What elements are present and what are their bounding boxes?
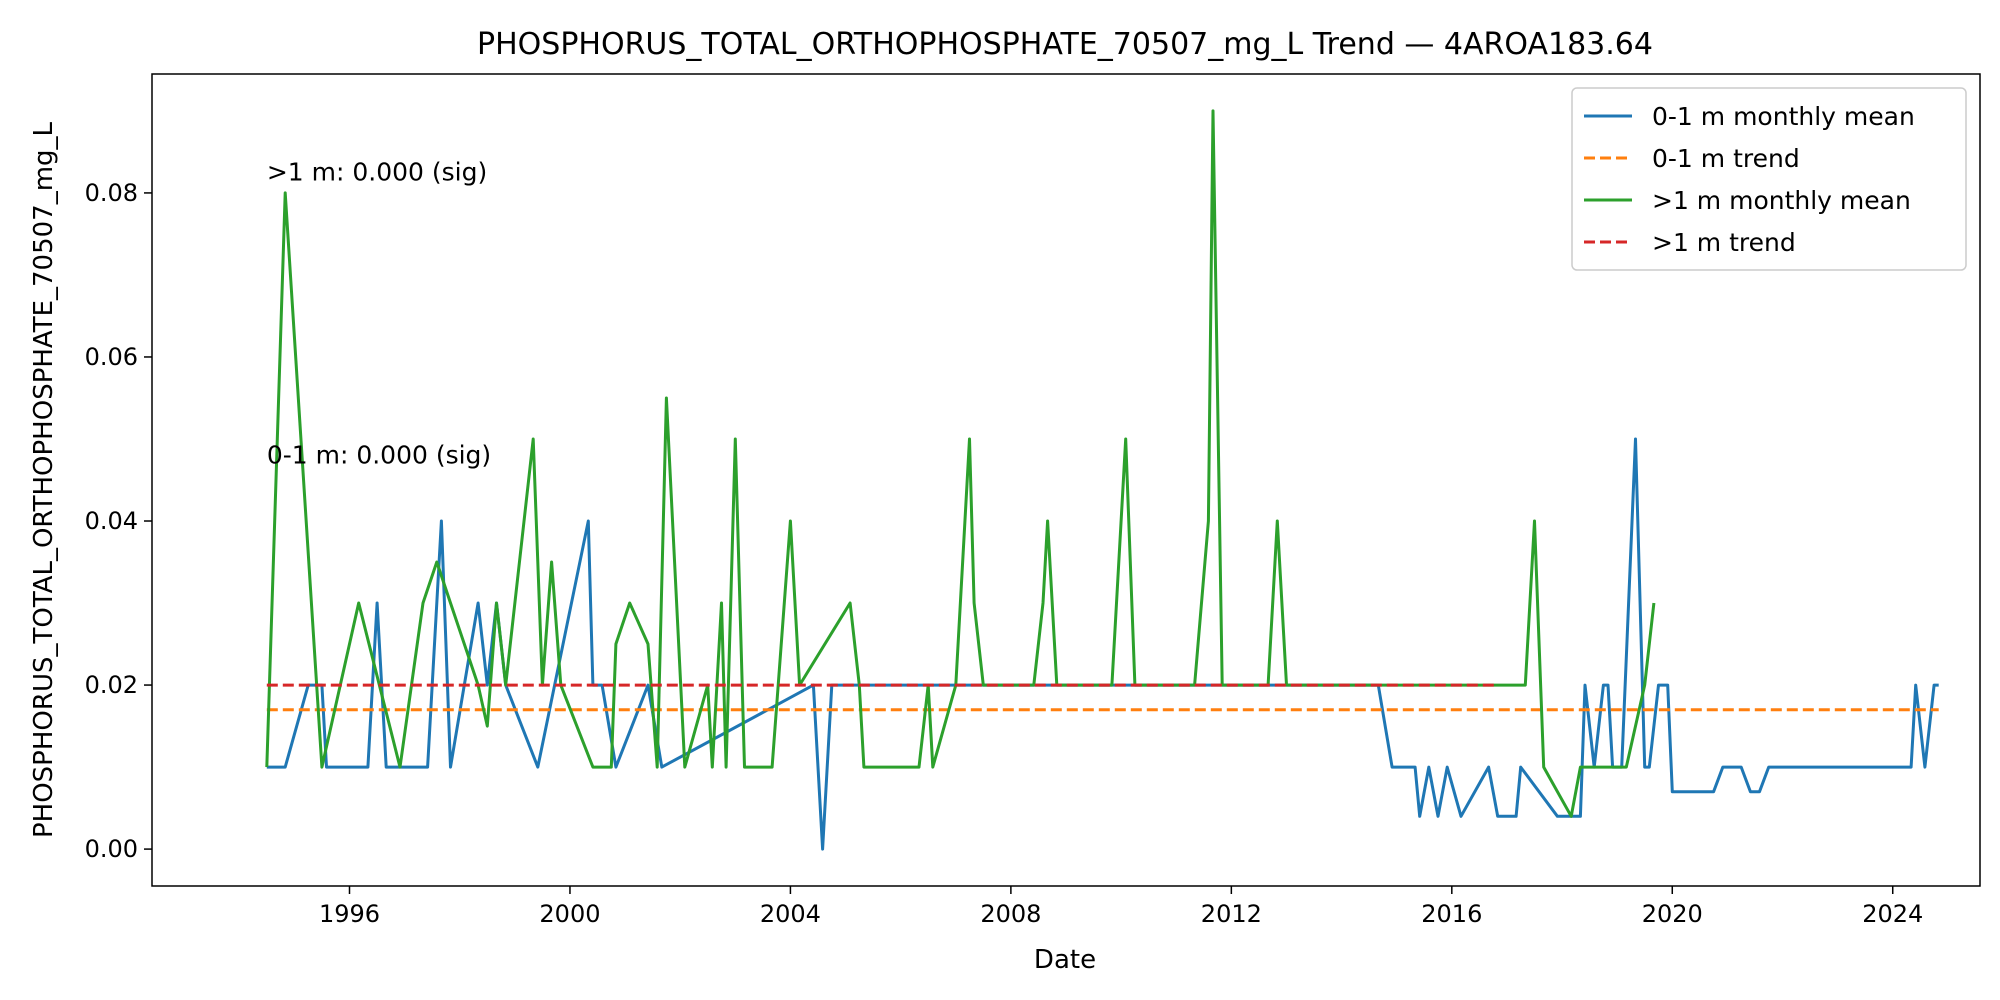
x-tick-label: 2000 <box>539 900 600 928</box>
y-axis: 0.00 0.02 0.04 0.06 0.08 <box>85 179 152 863</box>
legend-label: >1 m trend <box>1652 228 1796 257</box>
x-axis: 1996 2000 2004 2008 2012 2016 2020 2024 <box>319 886 1923 928</box>
y-tick-label: 0.08 <box>85 179 138 207</box>
x-tick-label: 2020 <box>1642 900 1703 928</box>
plot-frame <box>151 73 1981 887</box>
plot-lines <box>265 109 1939 851</box>
y-tick-label: 0.02 <box>85 671 138 699</box>
y-tick-label: 0.06 <box>85 343 138 371</box>
x-tick-label: 2004 <box>760 900 821 928</box>
trend-annotation: 0-1 m: 0.000 (sig) <box>267 441 491 470</box>
x-tick-label: 2008 <box>980 900 1041 928</box>
legend-label: 0-1 m trend <box>1652 144 1800 173</box>
legend: 0-1 m monthly mean 0-1 m trend >1 m monthl… <box>1571 87 1967 271</box>
annotations: >1 m: 0.000 (sig) 0-1 m: 0.000 (sig) <box>267 158 491 470</box>
legend-label: >1 m monthly mean <box>1652 186 1911 215</box>
x-tick-label: 1996 <box>319 900 380 928</box>
y-tick-label: 0.00 <box>85 835 138 863</box>
x-tick-label: 2016 <box>1421 900 1482 928</box>
y-axis-label: PHOSPHORUS_TOTAL_ORTHOPHOSPHATE_70507_mg… <box>29 121 59 838</box>
chart-title: PHOSPHORUS_TOTAL_ORTHOPHOSPHATE_70507_mg… <box>477 27 1653 62</box>
trend-annotation: >1 m: 0.000 (sig) <box>267 158 487 187</box>
x-axis-label: Date <box>1034 945 1096 975</box>
y-tick-label: 0.04 <box>85 507 138 535</box>
legend-label: 0-1 m monthly mean <box>1652 102 1915 131</box>
x-tick-label: 2024 <box>1862 900 1923 928</box>
series-line-0-1-m-monthly-mean <box>266 437 1939 851</box>
legend-box <box>1571 87 1967 271</box>
x-tick-label: 2012 <box>1201 900 1262 928</box>
